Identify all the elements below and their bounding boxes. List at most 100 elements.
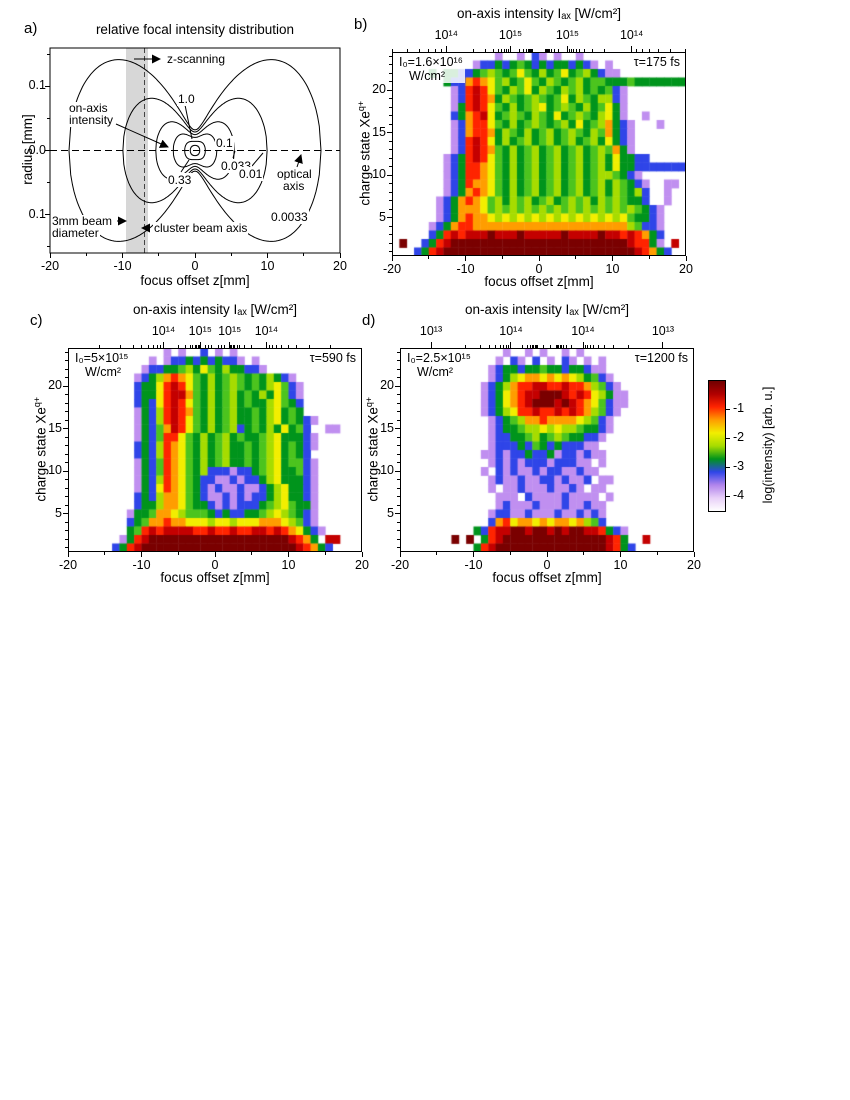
top-tick <box>430 342 432 348</box>
x-tick-label: -20 <box>390 558 410 572</box>
top-minor-tick <box>685 49 687 52</box>
top-minor-tick <box>636 49 638 52</box>
x-axis-title: focus offset z[mm] <box>492 570 602 585</box>
y-tick <box>63 470 68 472</box>
top-minor-tick <box>591 49 593 52</box>
top-minor-tick <box>531 345 533 348</box>
colorbar-tick <box>726 466 730 468</box>
y-tick-label: 15 <box>380 420 394 435</box>
x-minor-tick <box>324 552 326 555</box>
top-minor-tick <box>546 49 548 52</box>
y-tick <box>387 132 392 134</box>
y-tick <box>387 89 392 91</box>
top-minor-tick <box>584 49 586 52</box>
top-tick <box>510 342 512 348</box>
colorbar-tick <box>726 495 730 497</box>
y-tick-label: 5 <box>379 209 386 224</box>
top-minor-tick <box>536 345 538 348</box>
top-minor-tick <box>558 345 560 348</box>
x-tick <box>141 552 142 557</box>
top-minor-tick <box>147 345 149 348</box>
y-minor-tick <box>397 462 400 464</box>
y-minor-tick <box>397 411 400 413</box>
top-tick <box>199 342 201 348</box>
y-tick <box>45 214 50 216</box>
top-minor-tick <box>549 49 551 52</box>
top-minor-tick <box>527 49 529 52</box>
top-tick-label: 10¹⁵ <box>555 28 580 42</box>
top-minor-tick <box>521 345 523 348</box>
top-minor-tick <box>492 49 494 52</box>
top-minor-tick <box>529 49 530 52</box>
optical-axis-label-2: axis <box>282 179 306 193</box>
top-minor-tick <box>391 49 393 52</box>
y-minor-tick <box>389 157 392 159</box>
contour-line <box>172 133 218 168</box>
y-minor-tick <box>397 538 400 540</box>
x-tick <box>546 552 548 557</box>
pulse-duration-annotation: τ=175 fs <box>631 55 682 69</box>
beam-diameter-label-1: 3mm beam <box>51 214 114 228</box>
top-tick <box>631 46 633 52</box>
colorbar-gradient <box>708 380 726 512</box>
top-tick-label: 10¹⁴ <box>151 324 176 338</box>
colorbar: log(intensity) [arb. u.] -1 -2 -3 -4 <box>700 368 848 598</box>
top-minor-tick <box>218 345 220 348</box>
y-tick-label: 20 <box>372 82 386 97</box>
y-tick <box>45 85 50 87</box>
x-axis-title: focus offset z[mm] <box>160 570 270 585</box>
top-minor-tick <box>534 345 536 348</box>
top-minor-tick <box>178 345 180 348</box>
top-axis-title: on-axis intensity Iₐₓ [W/cm²] <box>457 6 621 21</box>
y-tick-label: 20 <box>48 378 62 393</box>
y-tick <box>387 217 392 219</box>
y-tick-label: 15 <box>48 420 62 435</box>
contour-label-0.0033: 0.0033 <box>270 210 309 224</box>
x-tick <box>473 552 474 557</box>
top-minor-tick <box>550 345 552 348</box>
top-minor-tick <box>504 49 506 52</box>
pulse-duration-annotation: τ=1200 fs <box>632 351 690 365</box>
x-tick <box>361 552 363 557</box>
top-minor-tick <box>597 345 599 348</box>
top-minor-tick <box>272 345 274 348</box>
top-minor-tick <box>531 49 533 52</box>
top-minor-tick <box>553 49 555 52</box>
on-axis-intensity-arrow <box>115 123 169 148</box>
y-minor-tick <box>65 530 68 532</box>
y-tick <box>395 428 400 430</box>
y-minor-tick <box>389 106 392 108</box>
y-tick-label: 10 <box>372 167 386 182</box>
y-tick-label: 5 <box>387 505 394 520</box>
top-minor-tick <box>559 345 561 348</box>
top-minor-tick <box>575 49 577 52</box>
top-minor-tick <box>160 345 162 348</box>
peak-intensity-annotation: I₀=2.5×10¹⁵ W/cm² <box>405 351 473 379</box>
y-minor-tick <box>65 445 68 447</box>
top-tick-label: 10¹⁵ <box>498 28 523 42</box>
panel-letter-b: b) <box>354 16 368 33</box>
y-tick <box>395 385 400 387</box>
y-minor-tick <box>47 117 50 119</box>
y-tick-label: 20 <box>380 378 394 393</box>
x-tick <box>693 552 695 557</box>
x-tick <box>214 552 216 557</box>
x-tick <box>288 552 289 557</box>
top-minor-tick <box>499 345 501 348</box>
y-minor-tick <box>65 360 68 362</box>
top-minor-tick <box>232 345 234 348</box>
y-minor-tick <box>389 55 392 57</box>
panel-letter-a: a) <box>24 20 38 37</box>
y-minor-tick <box>397 530 400 532</box>
colorbar-tick <box>726 408 730 410</box>
y-tick-label: 10 <box>48 463 62 478</box>
x-tick-label: -10 <box>464 558 483 572</box>
i0-value: I₀=5×10¹⁵ <box>75 351 129 365</box>
top-minor-tick <box>526 345 528 348</box>
top-minor-tick <box>571 345 573 348</box>
top-minor-tick <box>519 49 521 52</box>
i0-value: I₀=1.6×10¹⁶ <box>399 55 463 69</box>
top-minor-tick <box>579 49 581 52</box>
top-minor-tick <box>497 49 499 52</box>
y-minor-tick <box>65 419 68 421</box>
